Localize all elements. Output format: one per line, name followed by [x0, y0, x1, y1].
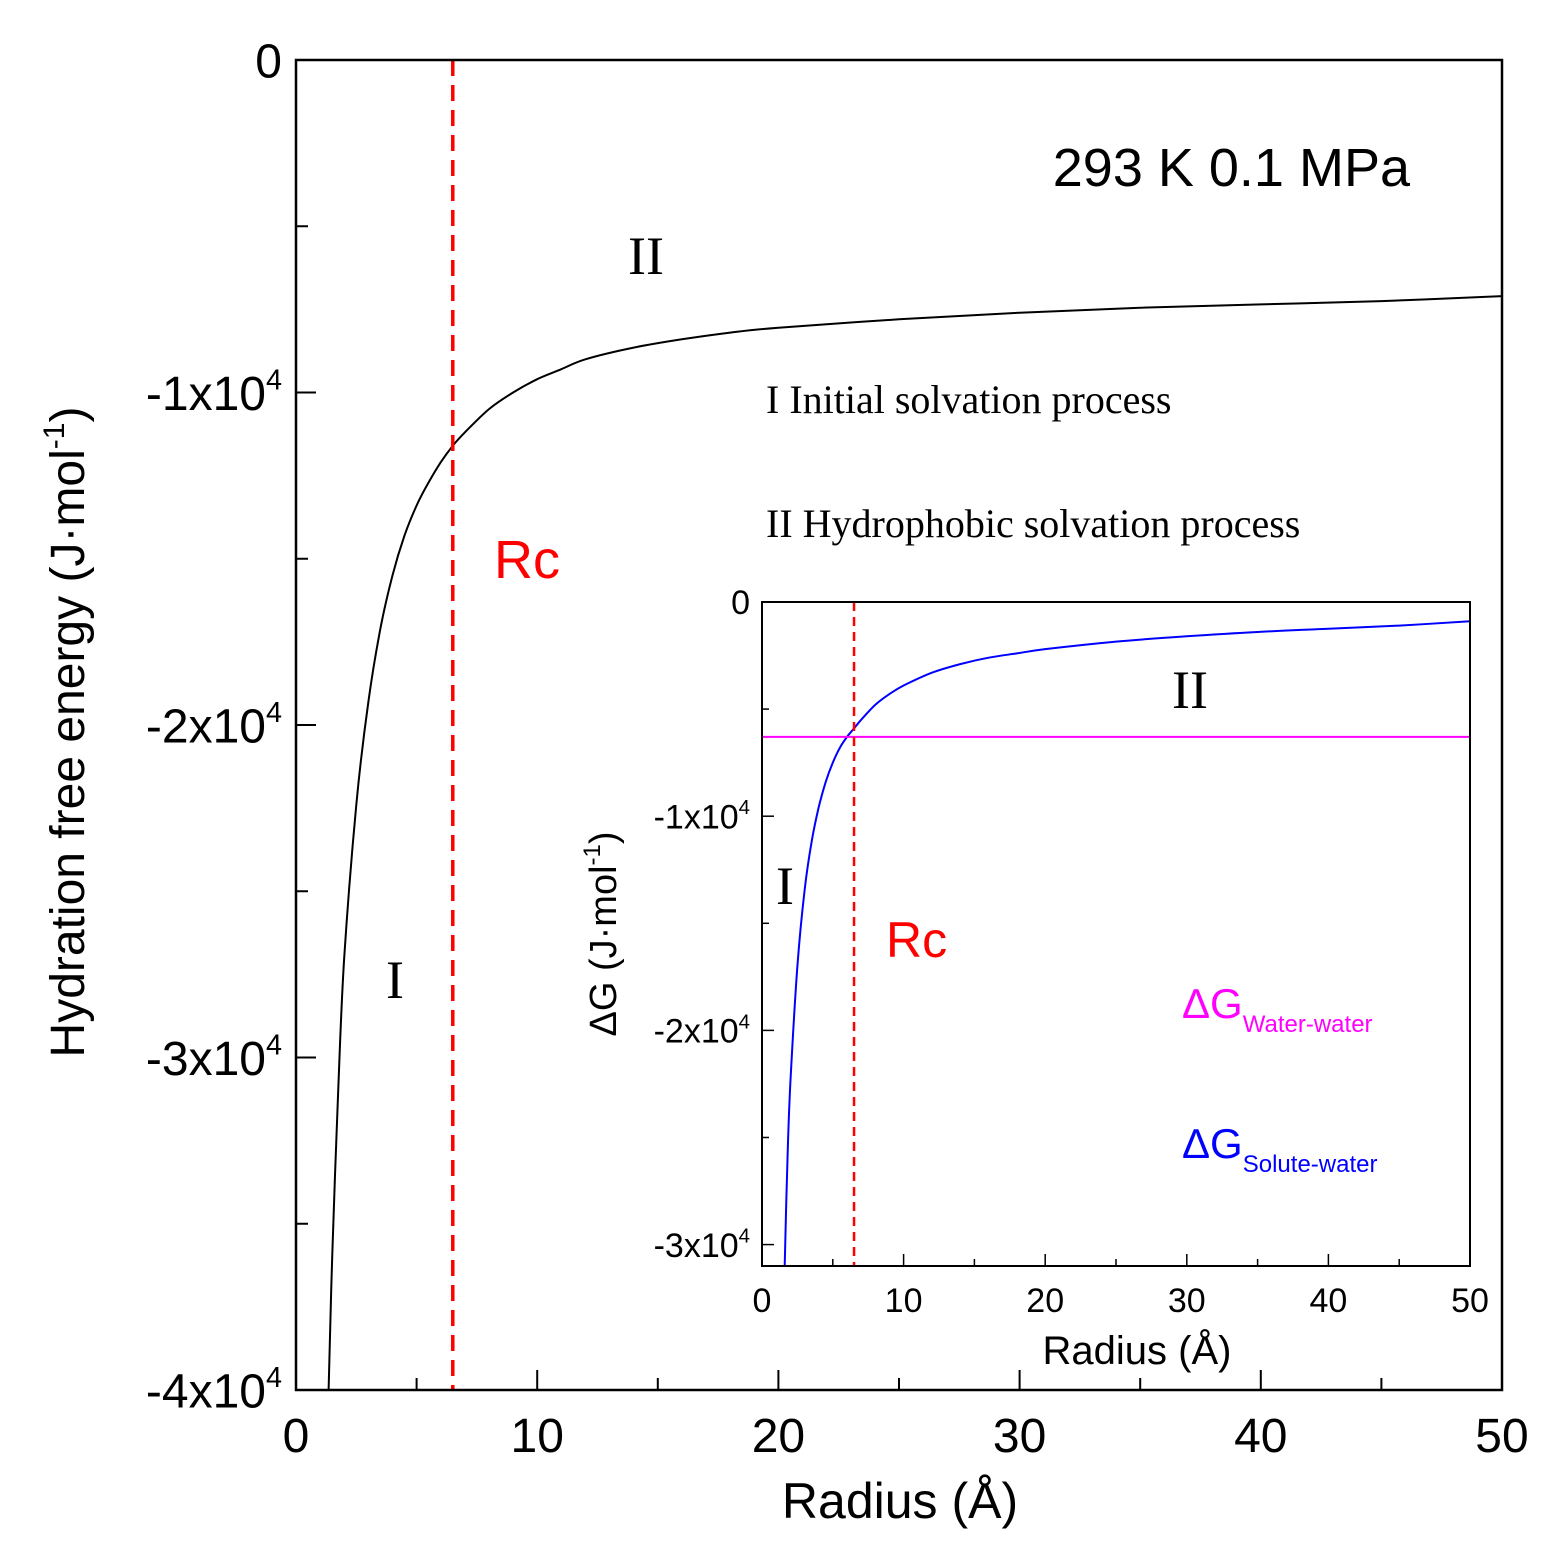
- x-tick-label: 10: [885, 1282, 923, 1320]
- y-tick-label: -2x104: [146, 697, 282, 753]
- inset-region-i-label: I: [776, 856, 794, 916]
- y-tick-mantissa: -1x10: [146, 368, 266, 421]
- inset-region-ii-label: II: [1172, 660, 1208, 720]
- series-line-0: [783, 620, 1471, 1267]
- main-rc-label: Rc: [494, 530, 560, 590]
- inset-legend-water-water: ΔGWater-water: [1182, 980, 1373, 1038]
- y-tick-mantissa: -3x10: [146, 1033, 266, 1086]
- y-tick-exponent: 4: [739, 1226, 750, 1248]
- x-tick-label: 0: [283, 1410, 310, 1463]
- x-tick-label: 30: [1168, 1282, 1206, 1320]
- main-y-axis-title-text: Hydration free energy (J·mol: [42, 449, 95, 1057]
- inset-background: [762, 602, 1470, 1266]
- x-tick-label: 0: [753, 1282, 772, 1320]
- x-tick-label: 20: [1026, 1282, 1064, 1320]
- y-tick-mantissa: -1x10: [654, 798, 739, 836]
- inset-legend-solute-water: ΔGSolute-water: [1182, 1120, 1377, 1178]
- inset-y-tick-labels: 0-1x104-2x104-3x104: [654, 584, 750, 1265]
- legend-solute-water-main: ΔG: [1182, 1120, 1243, 1167]
- inset-y-axis-title: ΔG (J·mol-1): [579, 831, 625, 1036]
- main-plot-frame: [294, 58, 1504, 1392]
- y-tick-label: -3x104: [654, 1226, 750, 1265]
- x-tick-label: 20: [752, 1410, 805, 1463]
- main-y-axis-title-close: ): [42, 407, 95, 423]
- main-y-axis-title: Hydration free energy (J·mol-1): [38, 407, 95, 1058]
- inset-y-axis-title-sup: -1: [579, 844, 606, 865]
- inset-plot-frame: [761, 601, 1471, 1267]
- y-tick-mantissa: 0: [255, 35, 282, 88]
- x-tick-label: 30: [993, 1410, 1046, 1463]
- inset-rc-label: Rc: [886, 912, 947, 968]
- main-condition-label: 293 K 0.1 MPa: [1053, 138, 1411, 198]
- inset-x-axis-title: Radius (Å): [1043, 1328, 1232, 1373]
- legend-water-water-sub: Water-water: [1243, 1011, 1373, 1038]
- main-legend-region-ii: II Hydrophobic solvation process: [766, 501, 1300, 546]
- y-tick-exponent: 4: [266, 1362, 282, 1394]
- x-tick-label: 10: [511, 1410, 564, 1463]
- y-tick-mantissa: -2x10: [654, 1013, 739, 1051]
- y-tick-exponent: 4: [266, 365, 282, 397]
- y-tick-mantissa: -4x10: [146, 1365, 266, 1418]
- inset-series: [762, 620, 1471, 1267]
- y-tick-mantissa: 0: [731, 584, 750, 622]
- y-tick-exponent: 4: [266, 697, 282, 729]
- inset-y-axis-title-close: ): [583, 831, 625, 844]
- series-line-0: [327, 295, 1503, 1391]
- y-tick-label: 0: [255, 35, 282, 88]
- y-tick-label: -3x104: [146, 1030, 282, 1086]
- main-x-tick-labels: 0 10 20 30 40 50: [283, 1410, 1529, 1463]
- main-series: [327, 295, 1503, 1391]
- y-tick-exponent: 4: [739, 1011, 750, 1033]
- inset-chart: 0 10 20 30 40 50 0-1x104-2x104-3x104 Radius (…: [579, 584, 1489, 1373]
- x-tick-label: 40: [1309, 1282, 1347, 1320]
- main-legend-region-i: I Initial solvation process: [766, 377, 1171, 422]
- y-tick-label: 0: [731, 584, 750, 622]
- inset-x-tick-labels: 0 10 20 30 40 50: [753, 1282, 1489, 1320]
- y-tick-exponent: 4: [739, 797, 750, 819]
- y-tick-mantissa: -3x10: [654, 1227, 739, 1265]
- inset-y-axis-title-text: ΔG (J·mol: [583, 865, 625, 1036]
- main-x-axis-title: Radius (Å): [782, 1473, 1018, 1529]
- main-chart: 0 10 20 30 40 50 0-1x104-2x104-3x104-4x104 Ra…: [38, 35, 1529, 1529]
- legend-solute-water-sub: Solute-water: [1243, 1151, 1378, 1178]
- main-region-ii-label: II: [628, 226, 664, 286]
- y-tick-mantissa: -2x10: [146, 700, 266, 753]
- x-tick-label: 50: [1451, 1282, 1489, 1320]
- main-y-tick-labels: 0-1x104-2x104-3x104-4x104: [146, 35, 282, 1418]
- legend-water-water-main: ΔG: [1182, 980, 1243, 1027]
- y-tick-label: -1x104: [654, 797, 750, 836]
- y-tick-label: -2x104: [654, 1011, 750, 1050]
- y-tick-label: -1x104: [146, 365, 282, 421]
- main-y-axis-title-sup: -1: [38, 423, 71, 450]
- main-region-i-label: I: [386, 950, 404, 1010]
- y-tick-label: -4x104: [146, 1362, 282, 1418]
- x-tick-label: 50: [1475, 1410, 1528, 1463]
- y-tick-exponent: 4: [266, 1030, 282, 1062]
- x-tick-label: 40: [1234, 1410, 1287, 1463]
